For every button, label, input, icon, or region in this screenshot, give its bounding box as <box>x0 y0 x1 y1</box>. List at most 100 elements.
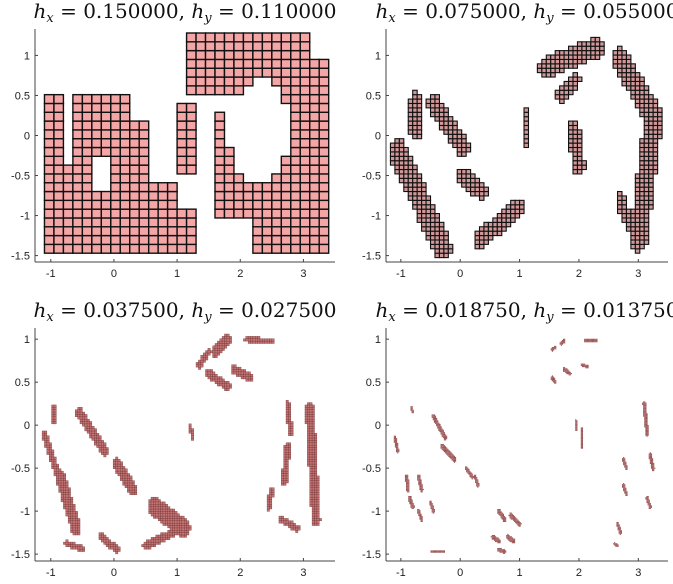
grid-cell <box>82 414 85 417</box>
grid-cell <box>639 221 645 228</box>
grid-cell <box>283 482 287 486</box>
grid-cell <box>650 460 653 462</box>
grid-cell <box>576 142 583 149</box>
grid-cell <box>214 348 218 351</box>
grid-cell <box>214 129 226 140</box>
grid-cell <box>434 107 440 113</box>
grid-cell <box>512 516 515 518</box>
grid-cell <box>169 527 173 531</box>
grid-cell <box>236 374 239 377</box>
grid-cell <box>53 468 57 472</box>
grid-cell <box>288 520 291 524</box>
grid-cell <box>53 466 57 469</box>
grid-cell <box>389 142 396 149</box>
grid-cell <box>625 58 632 65</box>
grid-cell <box>552 381 555 383</box>
grid-cell <box>396 442 398 444</box>
grid-cell <box>421 484 423 486</box>
grid-cell <box>311 506 315 510</box>
grid-cell <box>127 473 130 477</box>
grid-cell <box>469 474 471 476</box>
grid-cell <box>229 340 232 344</box>
grid-cell <box>62 199 74 210</box>
grid-cell <box>562 368 565 370</box>
grid-cell <box>639 102 645 109</box>
grid-cell <box>188 525 192 529</box>
grid-cell <box>115 544 119 548</box>
grid-cell <box>621 458 624 460</box>
grid-cell <box>624 484 626 486</box>
grid-cell <box>431 550 433 552</box>
grid-cell <box>309 111 320 122</box>
grid-cell <box>105 539 109 543</box>
y-tick-label: -1 <box>20 211 30 223</box>
grid-cell <box>507 538 509 540</box>
grid-cell <box>124 478 128 481</box>
grid-cell <box>450 454 452 456</box>
grid-cell <box>645 408 647 410</box>
grid-cell <box>500 513 502 515</box>
grid-cell <box>72 522 76 526</box>
grid-cell <box>110 243 121 254</box>
grid-cell <box>649 456 651 459</box>
grid-cell <box>100 102 112 113</box>
y-tick-label: -0.5 <box>11 463 30 475</box>
grid-cell <box>221 348 225 351</box>
grid-cell <box>508 538 510 540</box>
grid-cell <box>283 475 287 479</box>
grid-cell <box>316 485 320 488</box>
grid-cell <box>250 340 254 344</box>
grid-cell <box>195 32 207 43</box>
grid-cell <box>420 517 422 519</box>
grid-cell <box>442 550 444 552</box>
grid-cell <box>421 199 427 206</box>
grid-cell <box>242 32 254 43</box>
grid-cell <box>523 116 530 122</box>
grid-cell <box>580 364 582 366</box>
grid-cell <box>643 217 650 223</box>
grid-cell <box>623 482 625 485</box>
grid-cell <box>432 419 434 421</box>
grid-cell <box>505 518 507 520</box>
grid-cell <box>70 511 74 514</box>
grid-cell <box>53 418 57 422</box>
grid-cell <box>157 217 169 228</box>
grid-cell <box>474 186 481 193</box>
grid-cell <box>169 532 173 536</box>
grid-cell <box>587 367 589 369</box>
grid-cell <box>496 540 498 543</box>
grid-cell <box>439 551 441 553</box>
grid-cell <box>60 470 64 474</box>
grid-cell <box>229 338 232 342</box>
grid-cell <box>157 190 169 202</box>
grid-cell <box>639 142 645 149</box>
grid-cell <box>105 544 109 548</box>
grid-cell <box>644 413 646 415</box>
grid-cell <box>650 465 653 467</box>
grid-cell <box>645 414 647 416</box>
grid-cell <box>214 49 226 61</box>
grid-cell <box>311 442 315 446</box>
grid-cell <box>425 195 432 201</box>
grid-cell <box>185 58 197 69</box>
grid-cell <box>432 414 434 416</box>
grid-cell <box>441 435 443 437</box>
grid-cell <box>394 160 400 166</box>
grid-cell <box>617 527 619 530</box>
grid-cell <box>407 186 414 193</box>
grid-cell <box>572 120 579 127</box>
grid-cell <box>226 336 230 339</box>
grid-cell <box>129 164 140 175</box>
grid-cell <box>309 414 313 417</box>
grid-cell <box>444 446 447 448</box>
grid-cell <box>634 94 641 100</box>
grid-cell <box>309 129 320 140</box>
grid-cell <box>271 182 283 193</box>
grid-cell <box>518 521 520 524</box>
grid-cell <box>421 195 427 201</box>
grid-cell <box>456 177 463 184</box>
grid-cell <box>646 430 648 433</box>
panel-4: hx = 0.018750, hy = 0.013750-1 0 1 2 310.50-… <box>362 298 673 579</box>
grid-cell <box>419 478 421 480</box>
grid-cell <box>496 226 503 232</box>
